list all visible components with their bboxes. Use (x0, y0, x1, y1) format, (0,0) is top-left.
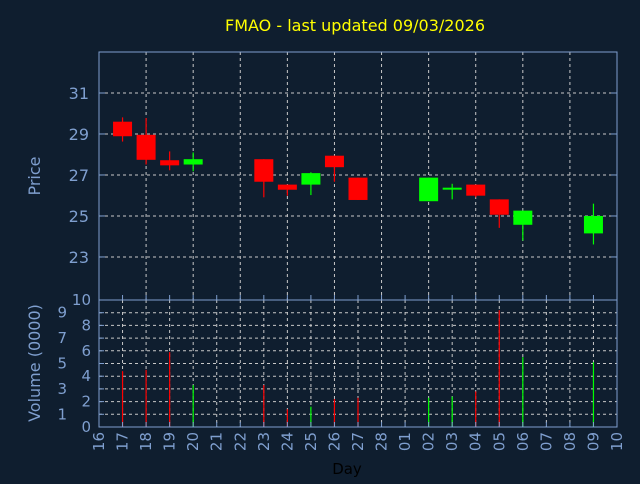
candle-body (419, 177, 439, 202)
volume-tick-label: 7 (57, 329, 67, 347)
x-tick-label: 24 (278, 432, 296, 451)
volume-axis-label: Volume (0000) (25, 304, 44, 422)
price-pane-frame (98, 51, 618, 301)
x-tick-label: 07 (537, 432, 555, 451)
x-tick-label: 06 (514, 432, 532, 451)
volume-tick-label: 5 (57, 355, 67, 373)
candle-body (277, 184, 297, 190)
x-tick-label: 01 (396, 432, 414, 451)
candle-body (466, 184, 486, 196)
price-tick-label: 31 (69, 84, 89, 103)
candle-body (301, 173, 321, 185)
x-tick-label: 25 (302, 432, 320, 451)
x-tick-label: 22 (231, 432, 249, 451)
marks (113, 117, 603, 427)
x-tick-label: 03 (443, 432, 461, 451)
x-tick-label: 23 (255, 432, 273, 451)
volume-tick-label: 10 (72, 291, 91, 309)
candle-body (136, 134, 156, 160)
x-tick-label: 26 (325, 432, 343, 451)
x-tick-label: 27 (349, 432, 367, 451)
x-tick-label: 16 (90, 432, 108, 451)
volume-tick-label: 0 (81, 418, 91, 436)
x-tick-label: 02 (420, 432, 438, 451)
x-tick-label: 19 (161, 432, 179, 451)
x-tick-label: 28 (373, 432, 391, 451)
x-tick-label: 08 (561, 432, 579, 451)
candle-body (442, 187, 462, 190)
price-tick-label: 27 (69, 166, 89, 185)
candle-body (254, 159, 274, 182)
volume-tick-label: 2 (81, 393, 91, 411)
candle-body (513, 210, 533, 225)
x-tick-label: 20 (184, 432, 202, 451)
volume-tick-label: 4 (81, 367, 91, 385)
price-axis-label: Price (25, 156, 44, 195)
x-axis-label: Day (332, 460, 362, 478)
candle-body (348, 177, 368, 200)
x-tick-label: 04 (467, 432, 485, 451)
candle-body (160, 160, 180, 166)
chart-title: FMAO - last updated 09/03/2026 (225, 16, 485, 35)
x-tick-label: 21 (208, 432, 226, 451)
grid (99, 52, 617, 427)
price-tick-label: 23 (69, 248, 89, 267)
x-tick-label: 18 (137, 432, 155, 451)
volume-tick-label: 6 (81, 342, 91, 360)
volume-tick-label: 1 (57, 405, 67, 423)
x-tick-label: 10 (608, 432, 626, 451)
candle-body (583, 215, 603, 234)
price-tick-label: 29 (69, 125, 89, 144)
volume-tick-label: 8 (81, 316, 91, 334)
candle-body (113, 121, 133, 137)
x-tick-label: 17 (114, 432, 132, 451)
candle-body (183, 159, 203, 165)
volume-tick-label: 9 (57, 304, 67, 322)
candle-body (489, 199, 509, 215)
x-tick-label: 05 (490, 432, 508, 451)
candle-body (324, 155, 344, 168)
price-tick-label: 25 (69, 207, 89, 226)
volume-tick-label: 3 (57, 380, 67, 398)
x-tick-label: 09 (584, 432, 602, 451)
